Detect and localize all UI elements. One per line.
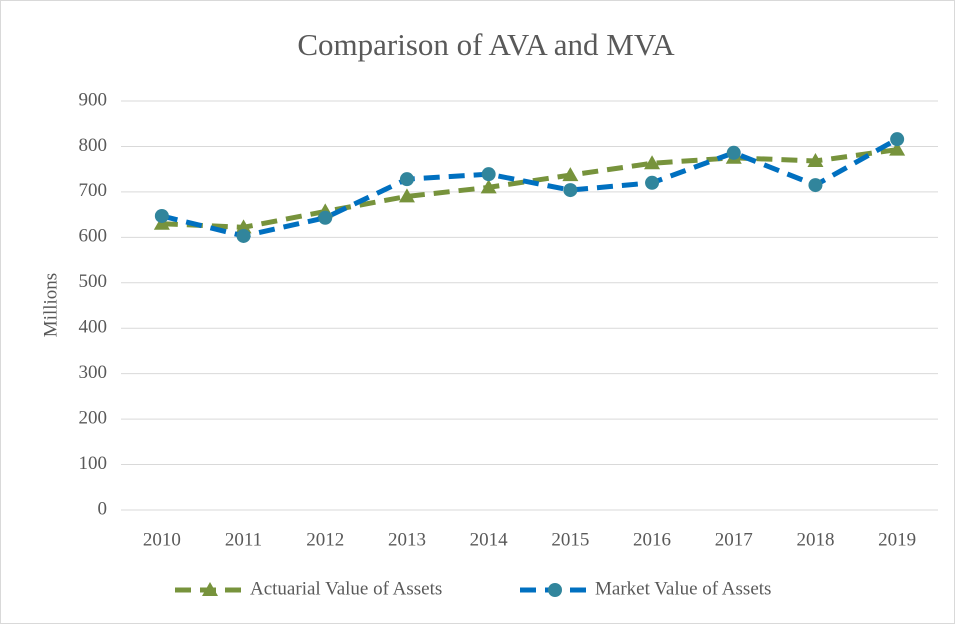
data-point — [481, 167, 496, 182]
legend-label: Actuarial Value of Assets — [250, 578, 442, 599]
data-point — [236, 228, 251, 243]
y-tick-label: 900 — [79, 89, 108, 110]
x-tick-label: 2010 — [143, 529, 181, 550]
data-point — [235, 219, 252, 234]
legend-marker — [548, 583, 562, 597]
y-tick-label: 400 — [79, 317, 108, 338]
data-point — [644, 155, 661, 170]
legend-marker — [202, 582, 218, 596]
x-tick-label: 2014 — [470, 529, 509, 550]
y-tick-label: 700 — [79, 180, 108, 201]
y-tick-label: 600 — [79, 226, 108, 247]
x-tick-label: 2013 — [388, 529, 426, 550]
x-tick-label: 2015 — [551, 529, 589, 550]
data-point — [480, 179, 497, 194]
y-tick-label: 200 — [79, 407, 108, 428]
y-axis-label: Millions — [40, 273, 61, 337]
x-tick-label: 2016 — [633, 529, 671, 550]
x-tick-label: 2017 — [715, 529, 753, 550]
data-point — [807, 152, 824, 167]
x-tick-label: 2019 — [878, 529, 916, 550]
y-tick-label: 300 — [79, 362, 108, 383]
y-tick-label: 0 — [98, 498, 108, 519]
data-point — [889, 141, 906, 156]
data-point — [808, 178, 823, 193]
y-tick-label: 100 — [79, 453, 108, 474]
x-tick-label: 2011 — [225, 529, 262, 550]
data-point — [398, 188, 415, 203]
data-point — [562, 167, 579, 182]
x-tick-label: 2018 — [796, 529, 834, 550]
data-point — [726, 145, 741, 160]
data-point — [563, 183, 578, 198]
data-point — [154, 208, 169, 223]
data-point — [399, 172, 414, 187]
x-tick-label: 2012 — [306, 529, 344, 550]
data-point — [645, 175, 660, 190]
y-tick-label: 800 — [79, 135, 108, 156]
legend-label: Market Value of Assets — [595, 578, 771, 599]
y-tick-label: 500 — [79, 271, 108, 292]
data-point — [318, 210, 333, 225]
chart-title: Comparison of AVA and MVA — [297, 27, 675, 62]
series-line — [161, 136, 899, 239]
data-point — [890, 132, 905, 147]
